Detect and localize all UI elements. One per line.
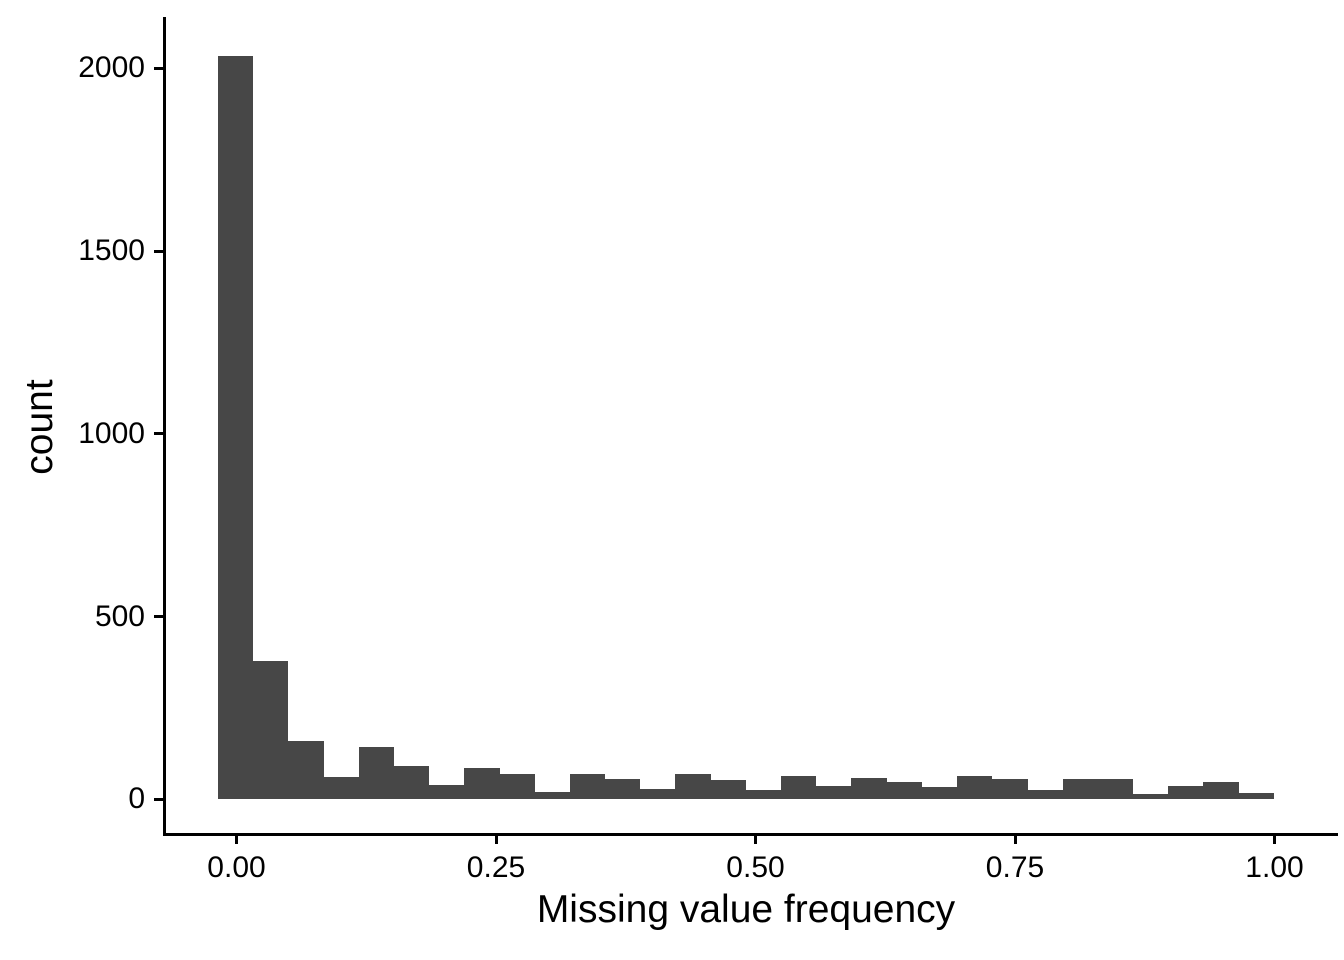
- histogram-bar: [745, 790, 782, 800]
- histogram-bar: [640, 789, 676, 800]
- y-axis-line: [163, 17, 166, 836]
- histogram-bar: [393, 766, 430, 800]
- x-tick: [1273, 836, 1276, 844]
- histogram-bar: [1097, 779, 1134, 800]
- histogram-bar: [323, 776, 359, 800]
- histogram-bar: [780, 775, 817, 800]
- y-tick: [154, 432, 163, 436]
- histogram-bar: [1168, 786, 1204, 800]
- histogram-bar: [1132, 794, 1169, 800]
- y-tick-label: 1000: [78, 416, 145, 450]
- histogram-bar: [1027, 790, 1063, 800]
- histogram-bar: [217, 55, 254, 800]
- y-tick: [154, 797, 163, 801]
- y-tick-label: 1500: [78, 234, 145, 268]
- x-tick: [754, 836, 757, 844]
- histogram-bar: [428, 784, 465, 800]
- histogram-bar: [710, 779, 746, 800]
- histogram-bar: [886, 781, 922, 800]
- y-tick: [154, 66, 163, 70]
- histogram-bar: [956, 775, 993, 800]
- histogram-bar: [534, 791, 570, 800]
- histogram-bar: [604, 778, 641, 800]
- histogram-bar: [464, 767, 500, 800]
- histogram-bar: [1238, 793, 1274, 800]
- x-tick-label: 1.00: [1245, 851, 1304, 884]
- y-tick-label: 2000: [78, 51, 145, 85]
- histogram-bar: [358, 746, 394, 800]
- y-tick-label: 500: [94, 599, 145, 633]
- y-axis-title: count: [18, 379, 61, 475]
- x-tick: [494, 836, 498, 844]
- histogram-bar: [816, 786, 852, 800]
- x-tick: [1013, 836, 1017, 844]
- histogram-bar: [851, 778, 887, 800]
- x-axis-title: Missing value frequency: [536, 888, 956, 931]
- histogram-bar: [1203, 781, 1239, 800]
- histogram-bar: [992, 779, 1028, 800]
- histogram-bar: [921, 787, 958, 800]
- x-tick-label: 0.75: [985, 851, 1045, 884]
- histogram-bar: [1062, 779, 1098, 800]
- y-tick: [154, 615, 163, 619]
- x-tick: [235, 836, 238, 844]
- histogram-bar: [252, 660, 289, 800]
- histogram-bar: [288, 740, 324, 800]
- histogram-bar: [569, 774, 606, 800]
- histogram-bar: [675, 774, 711, 800]
- x-tick-label: 0.50: [726, 851, 785, 884]
- y-tick: [154, 249, 163, 253]
- x-tick-label: 0.25: [466, 851, 526, 884]
- x-axis-line: [163, 833, 1338, 836]
- histogram-bar: [499, 774, 535, 800]
- x-tick-label: 0.00: [207, 851, 266, 884]
- y-tick-label: 0: [128, 782, 145, 816]
